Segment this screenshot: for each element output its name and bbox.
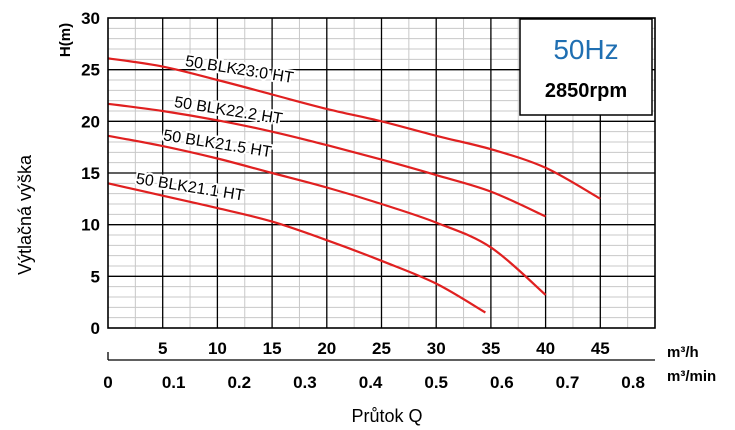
series-label-1: 50 BLK23.0 HT — [184, 53, 295, 87]
grid — [108, 18, 655, 328]
tick-labels: 0 5 10 15 20 25 30 5 10 15 20 25 30 35 40 45 0 0.1 0.2 0.3 0… — [81, 9, 655, 392]
frequency-label: 50Hz — [553, 34, 618, 65]
x-tick-label-m3h: 30 — [427, 339, 446, 358]
y-tick-label: 25 — [81, 61, 100, 80]
curves — [107, 57, 601, 314]
x-tick-label-m3h: 35 — [481, 339, 500, 358]
x-tick-label-m3min: 0.4 — [359, 373, 383, 392]
x-tick-label-m3h: 25 — [372, 339, 391, 358]
rpm-label: 2850rpm — [545, 80, 627, 102]
x-tick-label-m3h: 40 — [536, 339, 555, 358]
plot-border — [107, 17, 656, 329]
x-axis-title: Průtok Q — [351, 406, 422, 426]
x-tick-label-m3min: 0.1 — [162, 373, 186, 392]
y-tick-label: 15 — [81, 164, 100, 183]
series-curve-4 — [107, 182, 486, 314]
x-tick-label-m3h: 10 — [208, 339, 227, 358]
y-tick-label: 10 — [81, 216, 100, 235]
x-tick-label-m3min: 0.3 — [293, 373, 317, 392]
info-box: 50Hz 2850rpm — [519, 18, 653, 116]
series-curve-1 — [107, 57, 601, 200]
x-tick-label-m3min: 0.6 — [490, 373, 514, 392]
x-tick-label-m3min: 0.7 — [556, 373, 580, 392]
x-tick-label-m3h: 5 — [158, 339, 167, 358]
info-box-frame — [519, 18, 653, 116]
series-curve-3 — [107, 134, 547, 296]
y-tick-label: 30 — [81, 9, 100, 28]
x-tick-label-m3h: 45 — [591, 339, 610, 358]
y-tick-label: 0 — [91, 319, 100, 338]
x-unit-m3h: m³/h — [667, 344, 699, 361]
x-tick-label-m3min: 0 — [103, 373, 112, 392]
y-axis-title: Výtlačná výška — [15, 154, 35, 275]
y-tick-label: 20 — [81, 112, 100, 131]
x-tick-label-m3min: 0.8 — [621, 373, 645, 392]
x-tick-label-m3h: 15 — [263, 339, 282, 358]
x-tick-label-m3h: 20 — [317, 339, 336, 358]
series-curve-2 — [107, 102, 547, 218]
x-tick-label-m3min: 0.2 — [227, 373, 251, 392]
y-tick-label: 5 — [91, 267, 100, 286]
y-axis-short-label: H(m) — [57, 23, 74, 57]
x-unit-m3min: m³/min — [667, 368, 716, 385]
plot-frame — [107, 17, 656, 329]
x-tick-label-m3min: 0.5 — [424, 373, 448, 392]
